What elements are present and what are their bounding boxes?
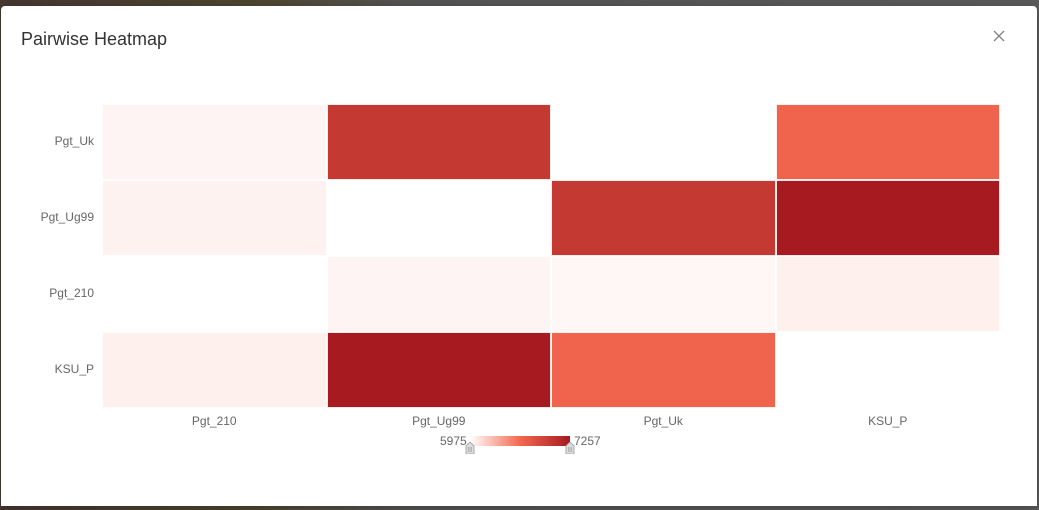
range-max-handle-icon[interactable]: [565, 442, 575, 454]
heatmap-cell[interactable]: [102, 256, 327, 332]
heatmap-cell[interactable]: [775, 180, 1000, 256]
y-axis-label: Pgt_Ug99: [40, 210, 94, 224]
heatmap-cell[interactable]: [326, 180, 551, 256]
heatmap-cell[interactable]: [775, 104, 1000, 180]
x-axis-label: Pgt_Ug99: [412, 414, 466, 428]
y-axis-label: KSU_P: [54, 362, 94, 376]
heatmap-cell[interactable]: [326, 256, 551, 332]
range-min-handle-icon[interactable]: [465, 442, 475, 454]
heatmap-cell[interactable]: [326, 104, 551, 180]
heatmap-cell[interactable]: [102, 180, 327, 256]
heatmap-modal: Pairwise Heatmap Pgt_Uk Pgt_Ug99 Pgt_210 KS…: [1, 6, 1037, 506]
color-scale-bar: [470, 436, 570, 446]
heatmap-cell[interactable]: [102, 104, 327, 180]
heatmap-cell[interactable]: [551, 180, 776, 256]
heatmap-chart: Pgt_Uk Pgt_Ug99 Pgt_210 KSU_P Pgt_210 Pgt_Ug9…: [1, 6, 1037, 506]
modal-title: Pairwise Heatmap: [21, 29, 168, 49]
x-axis-label: KSU_P: [868, 414, 908, 428]
close-button[interactable]: [991, 28, 1007, 44]
x-axis-label: Pgt_210: [191, 414, 237, 428]
heatmap-cell[interactable]: [775, 332, 1000, 408]
heatmap-cell[interactable]: [551, 332, 776, 408]
color-scale-min-label: 5975: [440, 434, 467, 448]
y-axis-label: Pgt_210: [49, 286, 94, 300]
heatmap-cell[interactable]: [326, 332, 551, 408]
heatmap-cell[interactable]: [551, 104, 776, 180]
color-scale-max-label: 7257: [574, 434, 601, 448]
x-axis-label: Pgt_Uk: [643, 414, 683, 428]
close-icon: [993, 30, 1005, 42]
heatmap-cell[interactable]: [102, 332, 327, 408]
heatmap-cell[interactable]: [551, 256, 776, 332]
heatmap-cell[interactable]: [775, 256, 1000, 332]
y-axis-label: Pgt_Uk: [54, 134, 94, 148]
